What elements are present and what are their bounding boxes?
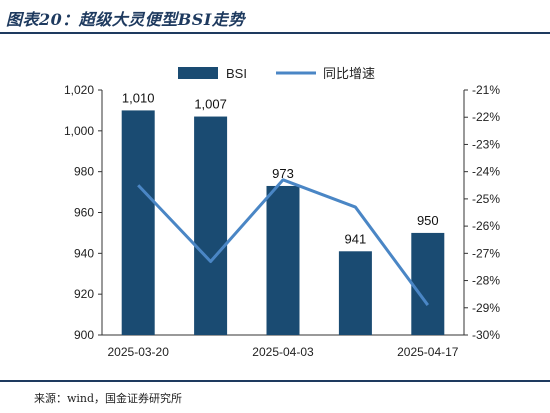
right-tick-label: -21% (472, 83, 500, 97)
left-tick-label: 920 (74, 287, 94, 301)
left-tick-label: 980 (74, 165, 94, 179)
bar-data-label: 1,010 (122, 90, 155, 105)
bottom-divider (0, 380, 550, 382)
chart-title: 图表20：超级大灵便型BSI走势 (6, 10, 245, 29)
legend-yoy-label: 同比增速 (323, 66, 375, 81)
x-tick-label: 2025-04-17 (397, 345, 459, 359)
left-tick-label: 940 (74, 246, 94, 260)
legend-bsi-label: BSI (226, 66, 247, 81)
title-divider (0, 32, 550, 34)
bar-2025-04-03 (266, 185, 300, 335)
right-tick-label: -30% (472, 328, 500, 342)
left-tick-label: 1,020 (64, 83, 94, 97)
right-tick-label: -22% (472, 110, 500, 124)
x-tick-label: 2025-04-03 (252, 345, 314, 359)
right-tick-label: -27% (472, 246, 500, 260)
legend-bsi-swatch (178, 67, 218, 79)
bar-data-label: 950 (417, 213, 439, 228)
right-tick-label: -28% (472, 274, 500, 288)
left-tick-label: 1,000 (64, 124, 94, 138)
left-tick-label: 960 (74, 206, 94, 220)
right-tick-label: -25% (472, 192, 500, 206)
bar-2025-03-27 (194, 116, 228, 336)
bar-2025-04-10 (338, 251, 372, 335)
right-tick-label: -29% (472, 301, 500, 315)
bar-2025-03-20 (121, 110, 155, 336)
bsi-chart: 900 920 940 960 980 1,000 1,020 -30% -29% -28% -27… (64, 66, 500, 359)
right-tick-label: -23% (472, 137, 500, 151)
right-tick-label: -24% (472, 165, 500, 179)
right-tick-label: -26% (472, 219, 500, 233)
bar-2025-04-17 (411, 232, 445, 335)
bar-data-label: 973 (272, 166, 294, 181)
left-tick-label: 900 (74, 328, 94, 342)
x-tick-label: 2025-03-20 (108, 345, 170, 359)
source-note: 来源：wind，国金证券研究所 (34, 392, 183, 405)
bar-data-label: 941 (345, 231, 367, 246)
bar-data-label: 1,007 (194, 97, 227, 112)
